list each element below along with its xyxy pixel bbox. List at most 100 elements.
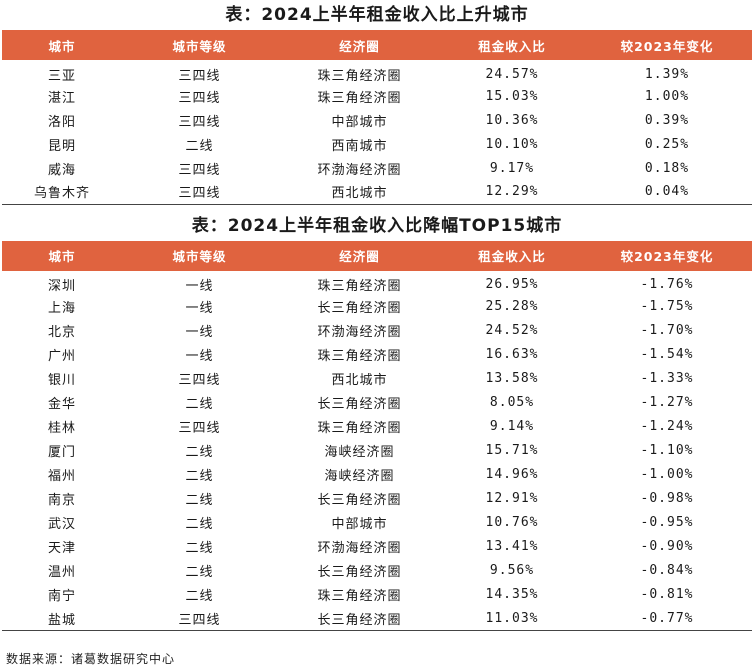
- cell-city: 广州: [47, 349, 76, 364]
- cell-city: 湛江: [47, 90, 76, 106]
- cell-change: -1.75%: [640, 299, 694, 314]
- cell-city: 南京: [47, 493, 76, 508]
- cell-tier: 三四线: [178, 90, 221, 106]
- cell-rent-income-ratio: 10.76%: [485, 515, 539, 530]
- cell-city: 深圳: [47, 279, 76, 294]
- cell-city: 昆明: [47, 138, 76, 154]
- cell-city: 南宁: [47, 589, 76, 604]
- cell-rent-income-ratio: 16.63%: [485, 347, 539, 362]
- table-row: 洛阳 三四线 中部城市 10.36% 0.39%: [2, 108, 752, 132]
- table2-title: 表：2024上半年租金收入比降幅TOP15城市: [191, 215, 563, 236]
- table-row: 北京 一线 环渤海经济圈 24.52% -1.70%: [2, 319, 752, 343]
- column-header-rent-income-ratio: 租金收入比: [442, 30, 582, 60]
- cell-economic-zone: 长三角经济圈: [317, 301, 402, 316]
- cell-city: 上海: [47, 301, 76, 316]
- cell-tier: 二线: [185, 397, 214, 412]
- cell-change: 1.39%: [644, 66, 690, 82]
- column-header-tier: 城市等级: [122, 240, 277, 271]
- cell-change: 0.04%: [582, 180, 752, 205]
- cell-change: 0.25%: [644, 136, 690, 152]
- cell-rent-income-ratio: 13.41%: [485, 539, 539, 554]
- cell-city: 天津: [47, 541, 76, 556]
- cell-rent-income-ratio: 25.28%: [485, 299, 539, 314]
- cell-change: 0.39%: [644, 112, 690, 128]
- cell-rent-income-ratio: 14.35%: [485, 587, 539, 602]
- cell-change: -0.90%: [640, 539, 694, 554]
- cell-tier: 三四线: [178, 162, 221, 178]
- table-row: 南宁 二线 珠三角经济圈 14.35% -0.81%: [2, 583, 752, 607]
- cell-tier: 二线: [185, 517, 214, 532]
- column-header-tier: 城市等级: [122, 30, 277, 60]
- cell-economic-zone: 珠三角经济圈: [317, 349, 402, 364]
- cell-city: 温州: [47, 565, 76, 580]
- declining-cities-table: 城市 城市等级 经济圈 租金收入比 较2023年变化 深圳 一线 珠三角经济圈 26.…: [2, 240, 752, 631]
- cell-economic-zone: 珠三角经济圈: [317, 279, 402, 294]
- data-source-note: 数据来源：诸葛数据研究中心: [6, 652, 176, 666]
- cell-economic-zone: 珠三角经济圈: [317, 421, 402, 436]
- cell-tier: 二线: [185, 589, 214, 604]
- cell-tier: 二线: [185, 469, 214, 484]
- cell-tier: 一线: [185, 325, 214, 340]
- cell-change: -1.33%: [640, 371, 694, 386]
- cell-change: -0.98%: [640, 491, 694, 506]
- cell-tier: 二线: [185, 565, 214, 580]
- cell-rent-income-ratio: 9.14%: [489, 419, 535, 434]
- cell-city: 乌鲁木齐: [2, 180, 122, 205]
- cell-tier: 三四线: [178, 421, 221, 436]
- column-header-city: 城市: [2, 30, 122, 60]
- cell-rent-income-ratio: 12.29%: [442, 180, 582, 205]
- column-header-change-vs-2023: 较2023年变化: [582, 30, 752, 60]
- table-row: 上海 一线 长三角经济圈 25.28% -1.75%: [2, 295, 752, 319]
- cell-economic-zone: 环渤海经济圈: [317, 325, 402, 340]
- table-row: 南京 二线 长三角经济圈 12.91% -0.98%: [2, 487, 752, 511]
- cell-tier: 三四线: [178, 68, 221, 84]
- cell-city: 洛阳: [47, 114, 76, 130]
- table-row: 温州 二线 长三角经济圈 9.56% -0.84%: [2, 559, 752, 583]
- cell-change: -1.76%: [640, 277, 694, 292]
- cell-rent-income-ratio: 12.91%: [485, 491, 539, 506]
- cell-city: 三亚: [47, 68, 76, 84]
- cell-economic-zone: 海峡经济圈: [324, 469, 395, 484]
- table1-title: 表：2024上半年租金收入比上升城市: [225, 5, 529, 25]
- cell-change: -1.24%: [640, 419, 694, 434]
- table-row: 桂林 三四线 珠三角经济圈 9.14% -1.24%: [2, 415, 752, 439]
- cell-tier: 三四线: [178, 373, 221, 388]
- cell-economic-zone: 长三角经济圈: [317, 397, 402, 412]
- cell-change: -1.70%: [640, 323, 694, 338]
- cell-rent-income-ratio: 24.52%: [485, 323, 539, 338]
- table-row: 昆明 二线 西南城市 10.10% 0.25%: [2, 132, 752, 156]
- cell-economic-zone: 西南城市: [331, 138, 388, 154]
- table-row: 三亚 三四线 珠三角经济圈 24.57% 1.39%: [2, 60, 752, 84]
- cell-tier: 二线: [185, 541, 214, 556]
- table-row: 厦门 二线 海峡经济圈 15.71% -1.10%: [2, 439, 752, 463]
- cell-rent-income-ratio: 8.05%: [489, 395, 535, 410]
- cell-city: 盐城: [2, 606, 122, 631]
- cell-tier: 一线: [185, 349, 214, 364]
- table-row: 深圳 一线 珠三角经济圈 26.95% -1.76%: [2, 271, 752, 295]
- cell-change: 0.18%: [644, 160, 690, 176]
- cell-economic-zone: 西北城市: [331, 373, 388, 388]
- column-header-city: 城市: [2, 240, 122, 271]
- cell-change: -0.77%: [582, 606, 752, 631]
- column-header-change-vs-2023: 较2023年变化: [582, 240, 752, 271]
- cell-economic-zone: 环渤海经济圈: [317, 162, 402, 178]
- cell-economic-zone: 海峡经济圈: [324, 445, 395, 460]
- cell-city: 福州: [47, 469, 76, 484]
- cell-city: 武汉: [47, 517, 76, 532]
- cell-rent-income-ratio: 13.58%: [485, 371, 539, 386]
- cell-change: 1.00%: [644, 88, 690, 104]
- table-row: 乌鲁木齐 三四线 西北城市 12.29% 0.04%: [2, 180, 752, 205]
- cell-tier: 一线: [185, 279, 214, 294]
- cell-tier: 三四线: [122, 180, 277, 205]
- table-row: 盐城 三四线 长三角经济圈 11.03% -0.77%: [2, 606, 752, 631]
- cell-city: 厦门: [47, 445, 76, 460]
- cell-change: -0.95%: [640, 515, 694, 530]
- table1-body: 三亚 三四线 珠三角经济圈 24.57% 1.39% 湛江 三四线 珠三角经济圈 15.03% 1…: [2, 60, 752, 205]
- cell-rent-income-ratio: 10.10%: [485, 136, 539, 152]
- cell-tier: 二线: [185, 493, 214, 508]
- table-row: 天津 二线 环渤海经济圈 13.41% -0.90%: [2, 535, 752, 559]
- cell-change: -1.54%: [640, 347, 694, 362]
- cell-change: -1.00%: [640, 467, 694, 482]
- cell-city: 银川: [47, 373, 76, 388]
- cell-economic-zone: 环渤海经济圈: [317, 541, 402, 556]
